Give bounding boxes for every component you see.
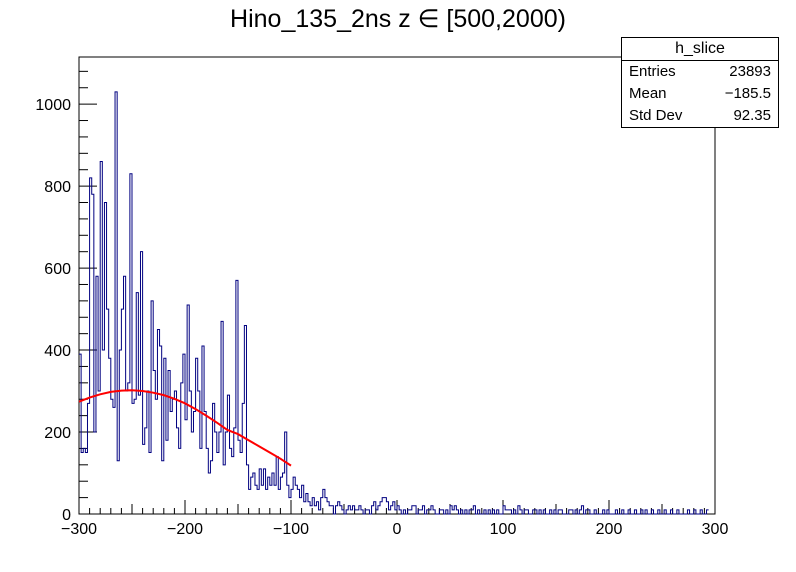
y-tick-label: 600 — [44, 261, 71, 278]
plot-frame — [78, 56, 716, 515]
x-tick-label: −300 — [61, 521, 97, 538]
stats-box: h_slice Entries 23893 Mean −185.5 Std De… — [621, 37, 779, 128]
histogram-series — [79, 91, 709, 515]
stats-row-stddev: Std Dev 92.35 — [622, 105, 778, 127]
stats-label: Entries — [629, 63, 676, 80]
y-tick-label: 1000 — [35, 97, 71, 114]
stats-label: Mean — [629, 85, 667, 102]
y-tick-label: 0 — [62, 507, 71, 524]
x-tick-label: −200 — [167, 521, 203, 538]
x-tick-label: 200 — [596, 521, 623, 538]
x-tick-label: 0 — [393, 521, 402, 538]
x-tick-label: −100 — [273, 521, 309, 538]
fit-curve — [78, 389, 292, 467]
y-axis: 0 200 400 600 800 1000 — [35, 70, 97, 524]
stats-value: 92.35 — [733, 107, 771, 124]
y-tick-label: 800 — [44, 179, 71, 196]
y-tick-label: 200 — [44, 425, 71, 442]
x-axis: −300 −200 −100 0 100 200 300 — [61, 500, 728, 538]
chart-title: Hino_135_2ns z ∈ [500,2000) — [230, 5, 566, 33]
stats-row-mean: Mean −185.5 — [622, 83, 778, 105]
x-tick-label: 300 — [702, 521, 729, 538]
stats-value: −185.5 — [724, 85, 771, 102]
stats-title: h_slice — [622, 38, 778, 61]
stats-label: Std Dev — [629, 107, 683, 124]
stats-value: 23893 — [729, 63, 771, 80]
x-tick-label: 100 — [490, 521, 517, 538]
stats-row-entries: Entries 23893 — [622, 61, 778, 83]
y-tick-label: 400 — [44, 343, 71, 360]
